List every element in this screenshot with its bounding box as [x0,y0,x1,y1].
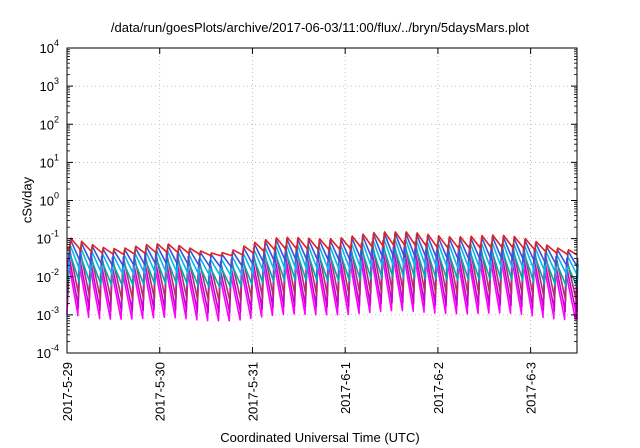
chart-title: /data/run/goesPlots/archive/2017-06-03/1… [110,20,530,35]
x-tick-label: 2017-6-1 [338,362,353,414]
series-group [66,231,579,322]
x-tick-label: 2017-5-29 [60,362,75,421]
x-axis: 2017-5-29 2017-5-30 2017-5-31 2017-6-1 2017-… [60,48,539,421]
y-tick-label: 10-4 [37,343,59,361]
y-tick-label: 10-2 [37,267,59,285]
y-tick-label: 10-1 [37,229,59,247]
series-line [67,231,578,257]
y-tick-label: 100 [40,191,59,209]
x-tick-label: 2017-5-30 [153,362,168,421]
x-tick-label: 2017-6-3 [524,362,539,414]
y-axis: 10-4 10-3 10-2 10-1 100 101 102 103 104 [37,38,577,361]
x-tick-label: 2017-5-31 [245,362,260,421]
y-tick-label: 104 [40,38,59,56]
series-line [67,232,578,269]
x-axis-label: Coordinated Universal Time (UTC) [220,430,420,445]
y-tick-label: 101 [40,152,59,170]
y-tick-label: 102 [40,114,59,132]
y-tick-label: 10-3 [37,305,59,323]
y-tick-label: 103 [40,76,59,94]
x-tick-label: 2017-6-2 [431,362,446,414]
